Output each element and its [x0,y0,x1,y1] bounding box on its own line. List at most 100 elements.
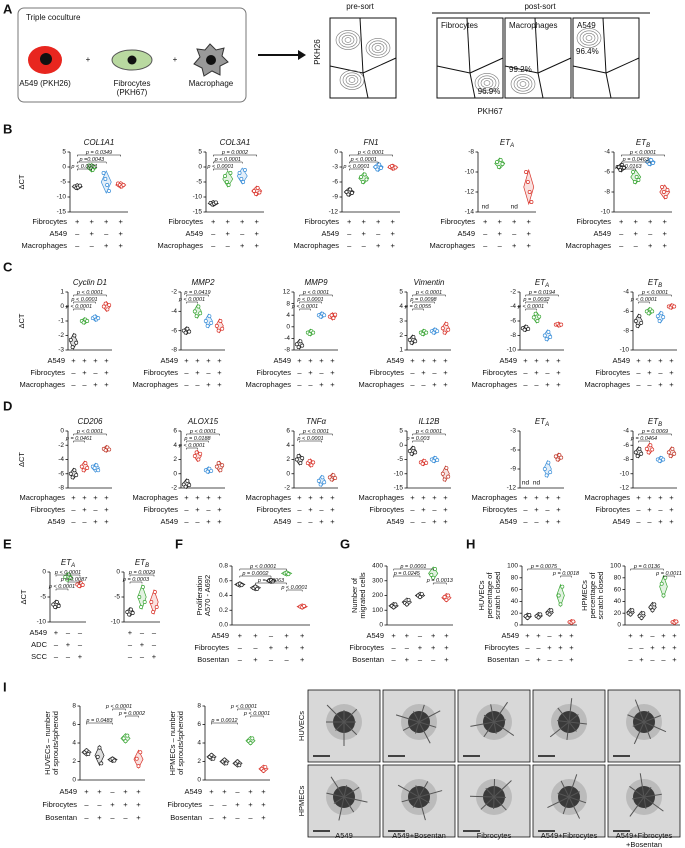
condition-sign: + [558,643,563,652]
panel-letter: B [3,121,12,136]
significance-bracket [349,161,379,164]
y-tick-label: 40 [511,598,519,605]
data-point [214,464,219,469]
y-tick-label: -4 [58,456,64,463]
condition-sign: + [319,356,324,365]
plot-title: ETB [135,558,149,568]
contour [335,30,361,50]
data-point [639,320,644,325]
condition-sign: – [392,655,397,664]
significance-bracket [129,581,143,584]
condition-sign: – [432,368,437,377]
data-point [556,593,561,598]
y-tick-label: 0 [62,164,66,171]
condition-sign: – [71,517,76,526]
plot-title: TNFα [306,417,327,426]
sprout [643,793,662,798]
p-value: p = 0.0163 [614,164,642,170]
condition-label: A549 [47,356,65,365]
data-point [224,761,229,766]
image-row-label: HPMECs [297,785,306,816]
condition-sign: + [376,241,381,250]
data-point [527,190,532,194]
data-point [657,458,662,463]
significance-bracket [630,568,664,571]
title-subscript: A [544,422,549,428]
p-value: p = 0.0194 [528,290,555,296]
sprout [480,796,495,810]
data-point [252,189,256,193]
data-point [440,326,445,331]
data-point [379,166,383,170]
condition-sign: + [432,356,437,365]
y-tick-label: 4 [399,303,403,310]
condition-sign: – [536,643,541,652]
y-tick-label: -2 [171,289,177,296]
data-point [81,320,86,325]
box-title: Triple coculture [26,13,81,22]
condition-sign: + [556,505,561,514]
plot-title: FN1 [363,138,378,147]
sprout [418,721,437,728]
gate-line [329,65,364,74]
data-point [205,469,210,474]
sprout [469,795,495,798]
data-point [96,316,101,321]
condition-label: Fibrocytes [349,643,384,652]
data-point [261,768,266,773]
violin [523,168,535,206]
data-point [333,476,338,480]
significance-bracket [412,301,435,304]
condition-label: Macrophages [20,493,66,502]
y-tick-label: -6 [58,470,64,477]
condition-sign: + [104,517,109,526]
condition-sign: – [647,380,652,389]
sprout [493,719,506,723]
condition-sign: + [253,655,258,664]
condition-sign: + [110,800,115,809]
condition-label: A549 [211,631,229,640]
y-tick-label: -3 [58,347,64,354]
p-value: p = 0.0349 [85,150,112,156]
condition-sign: + [647,356,652,365]
sprout [643,721,651,739]
y-tick-label: -2 [284,485,290,492]
data-point [418,595,422,599]
arrowhead [298,50,306,60]
sprout [629,796,645,817]
significance-bracket [77,168,92,171]
data-point [311,330,316,335]
data-point [344,190,349,194]
y-tick-label: -10 [620,347,630,354]
condition-sign: – [82,517,87,526]
sprout [418,704,425,723]
data-point [660,185,665,189]
sprout [414,721,420,734]
significance-bracket [299,308,311,311]
y-tick-label: 300 [372,577,383,584]
data-point [203,319,208,323]
condition-sign: – [209,813,214,822]
y-tick-label: -10 [394,470,404,477]
sprout [549,721,570,738]
y-axis-label: HUVECs – number [43,711,52,775]
p-value: p < 0.0001 [230,704,257,710]
significance-bracket [621,154,665,157]
plot-title: Vimentin [414,278,446,287]
data-point [641,611,646,616]
data-point [648,605,653,610]
gate-line [537,57,572,74]
sprout [568,714,579,723]
panel-letter: A [3,1,13,16]
p-value: p < 0.0001 [296,297,323,303]
condition-sign: – [418,631,423,640]
condition-sign: + [248,787,253,796]
condition-label: Macrophages [566,241,612,250]
data-point [255,586,260,591]
y-tick-label: 5 [399,428,403,435]
y-tick-label: 4 [197,740,201,747]
condition-sign: + [647,493,652,502]
condition-sign: + [556,517,561,526]
y-tick-label: 40 [614,598,622,605]
condition-sign: – [211,229,216,238]
